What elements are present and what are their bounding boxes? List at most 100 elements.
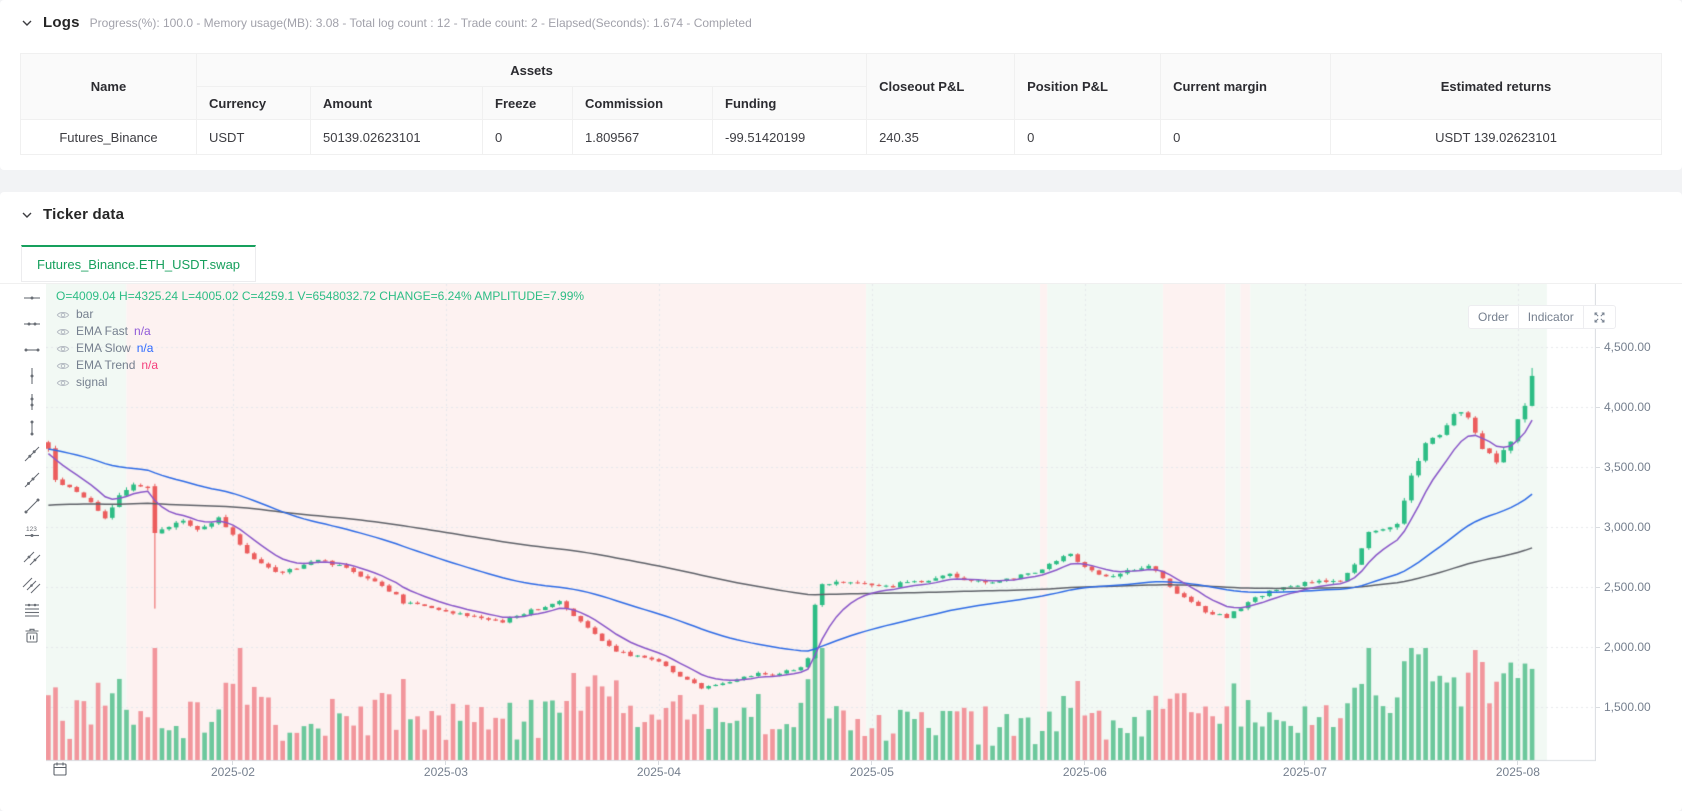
legend-label: signal [76, 375, 108, 389]
kline-chart: 123 O=4009.04 H=4325.24 L=4005.02 C=4259… [0, 283, 1682, 803]
x-axis-label: 2025-08 [1495, 765, 1540, 779]
col-header-closeout-pnl: Closeout P&L [866, 53, 1016, 120]
vertical-ray-icon[interactable] [22, 392, 42, 412]
eye-visibility-icon[interactable] [56, 308, 70, 322]
col-header-current-margin: Current margin [1160, 53, 1332, 120]
cell-currency: USDT [196, 119, 311, 155]
cell-estimated-returns: USDT 139.02623101 [1330, 119, 1662, 155]
legend-item-signal: signal [56, 374, 584, 391]
y-axis-label: 2,500.00 [1604, 580, 1651, 594]
logs-header: Logs Progress(%): 100.0 - Memory usage(M… [0, 0, 1682, 37]
assets-table: Name Assets Closeout P&L Position P&L Cu… [20, 53, 1662, 155]
x-axis-tick [1084, 761, 1086, 765]
legend-label: EMA Slow [76, 341, 131, 355]
indicator-button[interactable]: Indicator [1519, 306, 1584, 328]
x-axis-tick [871, 761, 873, 765]
cell-position-pnl: 0 [1014, 119, 1162, 155]
ticker-title: Ticker data [43, 206, 125, 223]
chart-toolbar: Order Indicator [1468, 305, 1616, 329]
y-axis-tick [1596, 526, 1600, 528]
eye-visibility-icon[interactable] [56, 342, 70, 356]
fibonacci-line-icon[interactable] [22, 600, 42, 620]
legend-item-ema-slow: EMA Slow n/a [56, 340, 584, 357]
ray-icon[interactable] [22, 470, 42, 490]
eye-visibility-icon[interactable] [56, 325, 70, 339]
svg-text:123: 123 [26, 526, 37, 533]
eye-visibility-icon[interactable] [56, 376, 70, 390]
x-axis-tick [658, 761, 660, 765]
delete-icon[interactable] [22, 626, 42, 646]
y-axis-tick [1596, 586, 1600, 588]
legend-value: n/a [136, 341, 154, 355]
segment-icon[interactable] [22, 496, 42, 516]
fullscreen-button[interactable] [1584, 306, 1615, 328]
collapse-ticker-chevron-icon[interactable] [20, 208, 34, 222]
expand-icon [1594, 312, 1605, 322]
cell-commission: 1.809567 [572, 119, 713, 155]
legend-label: bar [76, 307, 94, 321]
y-axis-tick [1596, 706, 1600, 708]
price-channel-line-icon[interactable] [22, 574, 42, 594]
cell-closeout-pnl: 240.35 [866, 119, 1016, 155]
y-axis-tick [1596, 646, 1600, 648]
candlestick-chart-canvas[interactable] [46, 284, 1596, 762]
order-button[interactable]: Order [1469, 306, 1519, 328]
collapse-logs-chevron-icon[interactable] [20, 16, 34, 30]
logs-title: Logs [43, 14, 80, 31]
col-header-position-pnl: Position P&L [1014, 53, 1162, 120]
legend-value: n/a [134, 324, 151, 338]
x-axis-label: 2025-02 [210, 765, 255, 779]
x-axis-tick [445, 761, 447, 765]
col-header-commission: Commission [572, 86, 713, 120]
vertical-segment-icon[interactable] [22, 418, 42, 438]
x-axis-tick [1304, 761, 1306, 765]
tab-futures-binance-eth-usdt-swap[interactable]: Futures_Binance.ETH_USDT.swap [21, 245, 257, 282]
col-header-currency: Currency [196, 86, 311, 120]
x-axis-label: 2025-04 [636, 765, 681, 779]
y-axis-tick [1596, 346, 1600, 348]
x-axis-label: 2025-07 [1282, 765, 1327, 779]
price-line-icon[interactable]: 123 [22, 522, 42, 542]
x-axis-label: 2025-03 [423, 765, 468, 779]
col-header-name: Name [20, 53, 197, 120]
eye-visibility-icon[interactable] [56, 359, 70, 373]
y-axis-label: 4,500.00 [1604, 340, 1651, 354]
logs-summary: Progress(%): 100.0 - Memory usage(MB): 3… [89, 15, 752, 30]
y-axis-tick [1596, 406, 1600, 408]
vertical-straight-line-icon[interactable] [22, 366, 42, 386]
cell-name: Futures_Binance [20, 119, 197, 155]
straight-line-icon[interactable] [22, 444, 42, 464]
horizontal-straight-line-icon[interactable] [22, 288, 42, 308]
drawing-toolbar: 123 [22, 288, 44, 646]
x-axis-label: 2025-05 [849, 765, 894, 779]
y-axis-label: 3,000.00 [1604, 520, 1651, 534]
y-axis-label: 4,000.00 [1604, 400, 1651, 414]
col-header-estimated-returns: Estimated returns [1330, 53, 1662, 120]
x-axis-tick [232, 761, 234, 765]
calendar-icon[interactable] [52, 761, 68, 777]
legend-item-bar: bar [56, 306, 584, 323]
y-axis-label: 2,000.00 [1604, 640, 1651, 654]
legend-label: EMA Trend [76, 358, 136, 372]
ticker-tabs: Futures_Binance.ETH_USDT.swap [21, 245, 1682, 282]
table-row: Futures_Binance USDT 50139.02623101 0 1.… [20, 119, 1662, 155]
cell-funding: -99.51420199 [711, 119, 868, 155]
tab-label: Futures_Binance.ETH_USDT.swap [37, 256, 241, 272]
y-axis-label: 3,500.00 [1604, 460, 1651, 474]
horizontal-ray-icon[interactable] [22, 314, 42, 334]
x-axis-label: 2025-06 [1062, 765, 1107, 779]
legend-item-ema-fast: EMA Fast n/a [56, 323, 584, 340]
cell-amount: 50139.02623101 [310, 119, 483, 155]
horizontal-segment-icon[interactable] [22, 340, 42, 360]
col-header-funding: Funding [711, 86, 868, 120]
logs-section: Logs Progress(%): 100.0 - Memory usage(M… [0, 0, 1682, 170]
parallel-straight-line-icon[interactable] [22, 548, 42, 568]
y-axis-label: 1,500.00 [1604, 700, 1651, 714]
cell-freeze: 0 [482, 119, 573, 155]
col-group-assets: Assets [195, 53, 868, 87]
ticker-header: Ticker data [0, 192, 1682, 229]
x-axis-tick [1517, 761, 1519, 765]
legend-label: EMA Fast [76, 324, 129, 338]
col-header-freeze: Freeze [482, 86, 573, 120]
y-axis-tick [1596, 466, 1600, 468]
